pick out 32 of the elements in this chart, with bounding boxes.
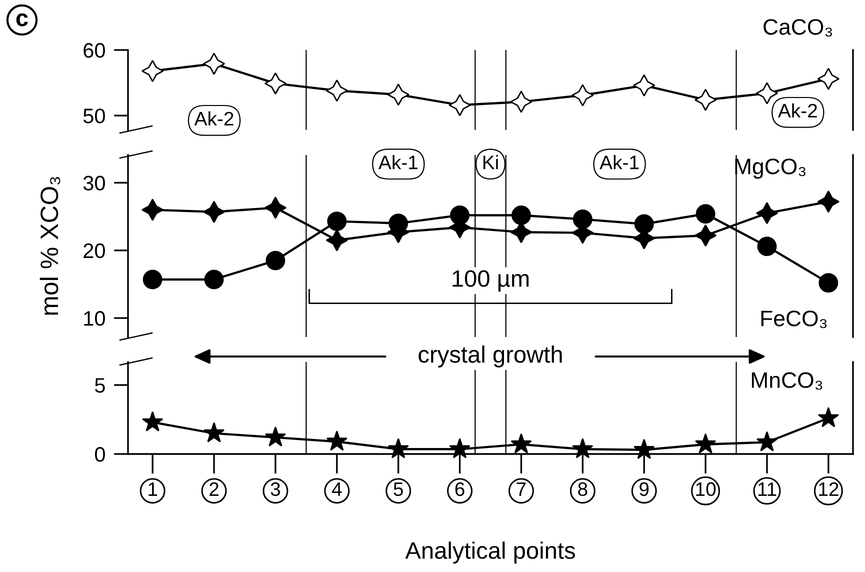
x-tick-label: 4 [332, 482, 342, 496]
x-tick-label: 2 [210, 482, 218, 496]
y-tick-label: 60 [84, 43, 105, 58]
x-tick-label: 7 [516, 482, 526, 496]
y-tick-label: 10 [84, 311, 105, 326]
annotation: 100 µm [452, 270, 529, 292]
y-tick-label: 0 [95, 447, 105, 462]
annotation: Ak-2 [778, 103, 817, 118]
x-tick-label: 12 [819, 482, 838, 496]
x-tick-label: 1 [148, 482, 158, 496]
x-tick-label: 11 [758, 482, 776, 496]
x-tick-label: 8 [578, 482, 588, 496]
annotation: crystal growth [418, 345, 562, 368]
chart-title: c [16, 13, 28, 26]
y-tick-label: 5 [95, 378, 105, 393]
y-tick-label: 30 [83, 176, 105, 190]
y-tick-label: 20 [84, 243, 105, 258]
series-label: FeCO₃ [761, 310, 827, 328]
x-tick-label: 10 [696, 482, 716, 496]
annotation: Ak-1 [600, 155, 639, 170]
annotation: Ak-2 [194, 111, 234, 126]
annotation: Ak-1 [378, 155, 418, 170]
x-tick-label: 9 [640, 482, 649, 496]
y-axis-title: mol % XCO₃ [40, 177, 60, 315]
annotation: Ki [483, 155, 498, 170]
x-tick-label: 6 [455, 482, 464, 496]
legend-label: MnCO₃ [752, 372, 822, 390]
x-tick-label: 5 [394, 482, 403, 496]
y-tick-label: 50 [83, 108, 105, 124]
series-label: CaCO₃ [764, 19, 832, 37]
x-axis-title: Analytical points [405, 542, 575, 564]
x-tick-label: 3 [270, 482, 280, 496]
